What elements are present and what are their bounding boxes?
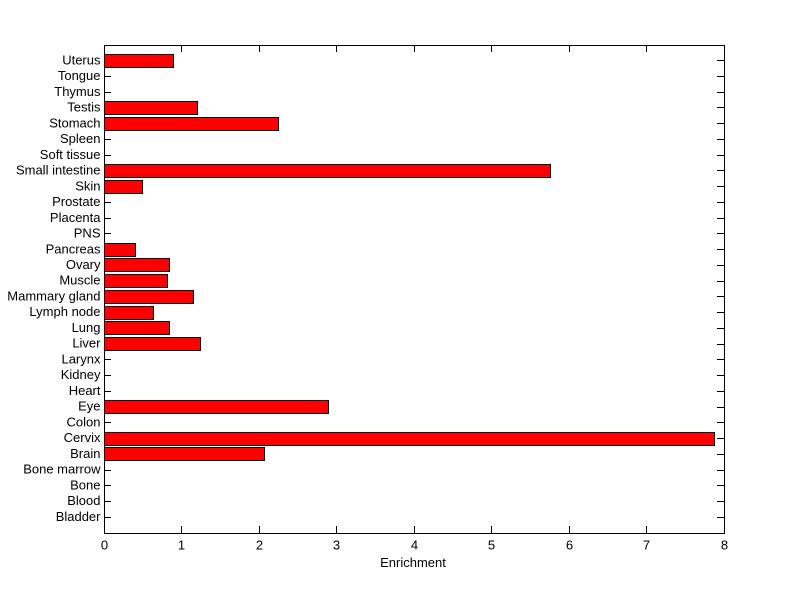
svg-text:7: 7 [643, 538, 650, 553]
svg-text:Liver: Liver [72, 336, 101, 351]
svg-text:Prostate: Prostate [52, 194, 100, 209]
svg-text:Placenta: Placenta [50, 210, 101, 225]
svg-text:Colon: Colon [67, 414, 101, 429]
svg-text:3: 3 [333, 538, 340, 553]
svg-text:Thymus: Thymus [54, 84, 101, 99]
svg-text:6: 6 [566, 538, 573, 553]
svg-text:0: 0 [101, 538, 108, 553]
svg-text:Stomach: Stomach [49, 115, 100, 130]
svg-text:Blood: Blood [67, 493, 100, 508]
svg-text:1: 1 [178, 538, 185, 553]
svg-text:2: 2 [256, 538, 263, 553]
svg-text:Mammary gland: Mammary gland [7, 288, 100, 303]
svg-text:Cervix: Cervix [64, 430, 101, 445]
svg-text:Brain: Brain [70, 446, 100, 461]
svg-text:Bone marrow: Bone marrow [23, 462, 101, 477]
svg-text:Lymph node: Lymph node [29, 304, 100, 319]
svg-text:Bone: Bone [70, 477, 100, 492]
svg-text:8: 8 [721, 538, 728, 553]
svg-text:Skin: Skin [75, 178, 100, 193]
svg-text:Eye: Eye [78, 399, 100, 414]
svg-text:Testis: Testis [67, 100, 101, 115]
svg-text:Pancreas: Pancreas [46, 241, 101, 256]
svg-text:Bladder: Bladder [56, 509, 101, 524]
svg-text:Soft tissue: Soft tissue [40, 147, 101, 162]
svg-text:Lung: Lung [72, 320, 101, 335]
svg-text:Ovary: Ovary [66, 257, 101, 272]
svg-text:Enrichment: Enrichment [380, 555, 446, 570]
svg-text:Uterus: Uterus [62, 52, 101, 67]
svg-text:Spleen: Spleen [60, 131, 100, 146]
svg-text:Muscle: Muscle [59, 273, 100, 288]
svg-text:Larynx: Larynx [61, 351, 101, 366]
svg-text:5: 5 [488, 538, 495, 553]
svg-text:PNS: PNS [74, 226, 101, 241]
svg-text:Kidney: Kidney [61, 367, 101, 382]
svg-text:Heart: Heart [69, 383, 101, 398]
svg-text:Small intestine: Small intestine [16, 163, 101, 178]
svg-text:4: 4 [411, 538, 418, 553]
svg-text:Tongue: Tongue [58, 68, 101, 83]
